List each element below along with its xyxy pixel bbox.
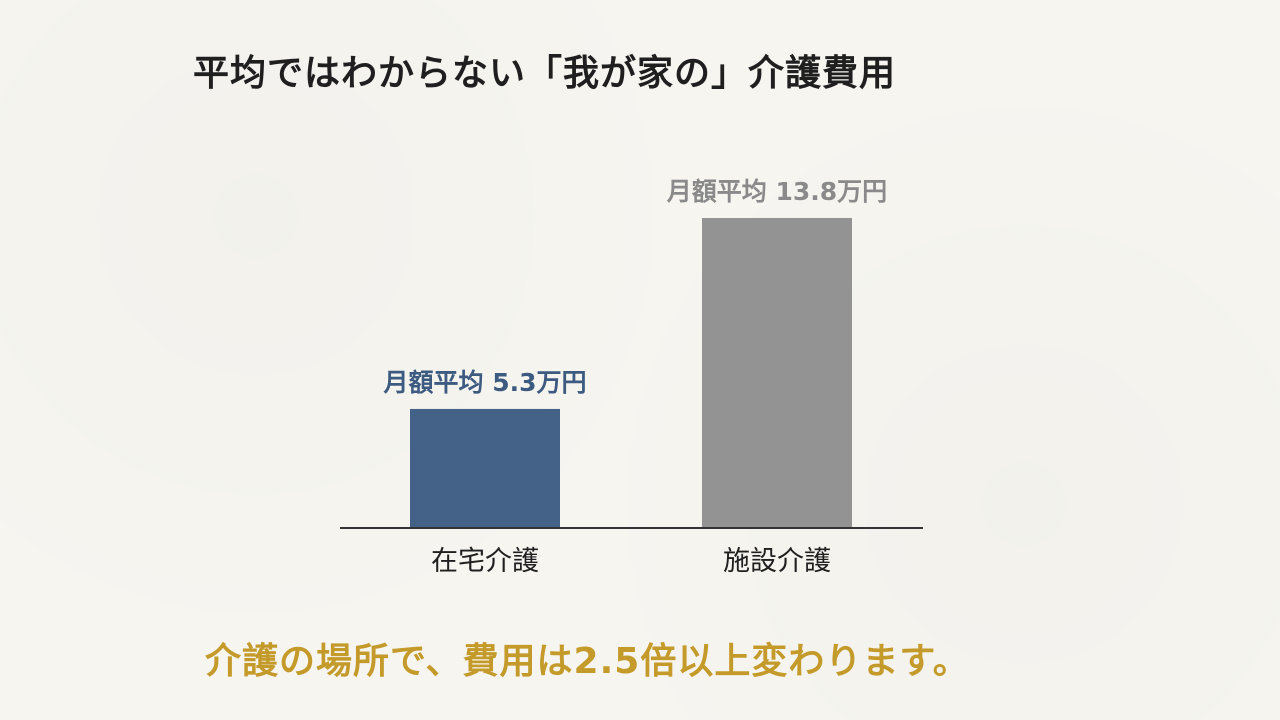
summary-caption: 介護の場所で、費用は2.5倍以上変わります。 <box>205 641 970 682</box>
category-label-facility-care: 施設介護 <box>723 546 831 577</box>
data-label-facility-care: 月額平均 13.8万円 <box>666 177 887 206</box>
bar-home-care <box>410 408 560 528</box>
category-label-home-care: 在宅介護 <box>431 546 539 577</box>
bars-group <box>410 218 852 528</box>
page-title: 平均ではわからない「我が家の」介護費用 <box>193 53 897 94</box>
bar-facility-care <box>702 218 852 528</box>
data-label-home-care: 月額平均 5.3万円 <box>383 368 587 397</box>
